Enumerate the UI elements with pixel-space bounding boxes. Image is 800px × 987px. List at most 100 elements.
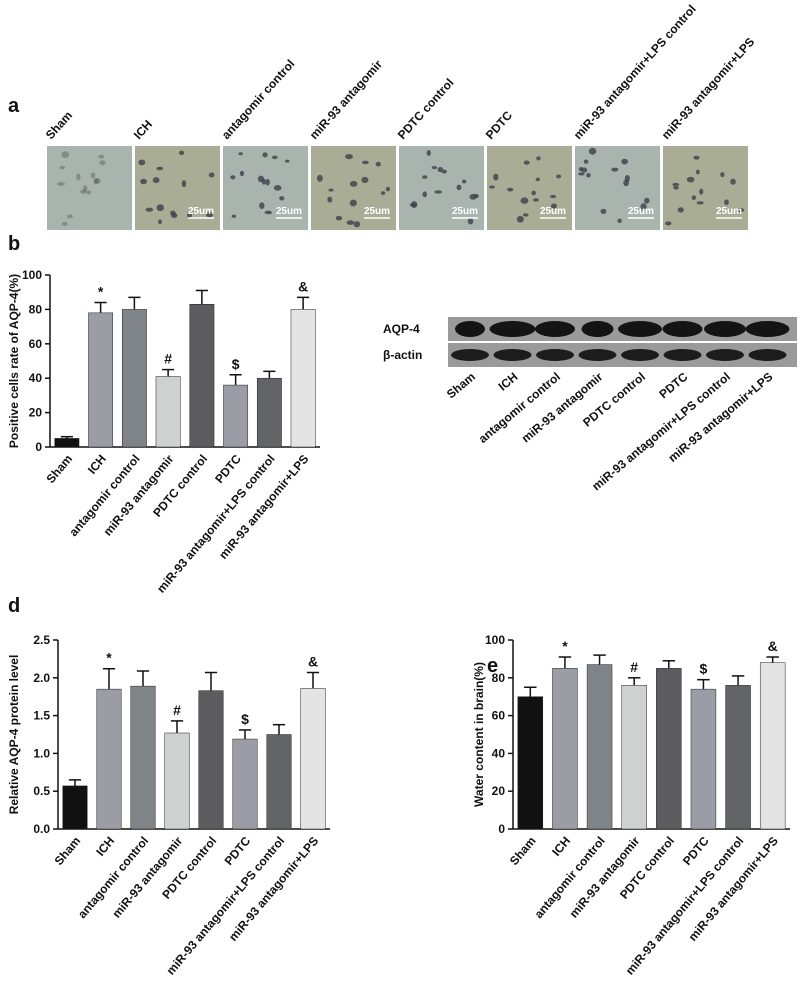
cell: [578, 172, 585, 176]
significance-marker: *: [98, 284, 104, 300]
bar: [290, 309, 316, 448]
cell: [59, 165, 66, 170]
x-tick-label: Sham: [52, 834, 84, 868]
cell: [462, 179, 467, 184]
cell: [550, 194, 557, 199]
bar: [256, 377, 282, 448]
scale-label: 25um: [716, 206, 742, 217]
cell: [259, 202, 265, 210]
blot-label: Sham: [444, 370, 478, 402]
cell: [90, 172, 96, 179]
cell: [434, 190, 443, 194]
bar: [300, 688, 326, 830]
cell: [156, 166, 164, 171]
y-axis-label: Positive cells rate of AQP-4(%): [7, 274, 21, 448]
cell: [208, 172, 215, 178]
cell: [61, 221, 68, 226]
band: [578, 349, 617, 361]
cell: [522, 213, 529, 217]
cell: [672, 182, 680, 187]
micrograph: [47, 146, 132, 230]
bar: [62, 785, 88, 830]
cell: [61, 151, 70, 159]
cell: [375, 161, 381, 167]
band: [455, 321, 485, 337]
cell: [473, 193, 479, 199]
y-tick-label: 20: [29, 406, 43, 420]
cell: [730, 178, 736, 185]
y-tick-label: 0: [498, 822, 505, 836]
bar: [54, 438, 80, 448]
blot-label: PDTC: [656, 369, 690, 401]
cell: [695, 169, 700, 175]
cell: [362, 160, 369, 165]
cell: [93, 178, 99, 185]
scale-label: 25um: [628, 206, 654, 217]
band: [536, 349, 574, 361]
y-tick-label: 0: [35, 440, 42, 454]
cell: [335, 215, 343, 221]
y-tick-label: 40: [492, 746, 506, 760]
cell: [456, 184, 462, 191]
cell: [171, 213, 178, 218]
cell: [187, 212, 192, 219]
cell: [536, 156, 541, 161]
significance-marker: &: [768, 638, 778, 654]
y-tick-label: 60: [492, 709, 506, 723]
cell: [264, 210, 272, 215]
cell: [673, 185, 679, 190]
significance-marker: #: [630, 659, 638, 675]
image-label: Sham: [43, 108, 75, 142]
cell: [520, 197, 529, 204]
cell: [145, 207, 154, 212]
scale-label: 25um: [188, 206, 214, 217]
micrograph: [135, 146, 220, 230]
cell: [621, 158, 629, 165]
cell: [93, 177, 101, 184]
cell: [516, 215, 524, 223]
micrograph: [223, 146, 308, 230]
cell: [588, 147, 597, 155]
bar: [130, 685, 156, 830]
scale-label: 25um: [364, 206, 390, 217]
significance-marker: *: [106, 650, 112, 666]
panel-label: b: [8, 233, 20, 255]
bar: [164, 732, 190, 830]
bar: [121, 309, 147, 448]
cell: [345, 153, 353, 160]
cell: [346, 220, 355, 225]
cell: [152, 177, 160, 184]
cell: [523, 160, 530, 165]
bar: [88, 312, 114, 448]
blot-row-label: β-actin: [383, 348, 422, 362]
band: [451, 349, 489, 361]
cell: [640, 203, 647, 210]
cell: [327, 196, 333, 203]
cell: [691, 195, 697, 201]
bar: [725, 685, 751, 830]
cell: [422, 175, 428, 179]
cell: [611, 167, 619, 172]
image-label: PDTC control: [395, 76, 457, 142]
cell: [262, 152, 268, 158]
cell: [231, 214, 236, 218]
y-tick-label: 0.0: [33, 822, 50, 836]
cell: [361, 176, 369, 184]
image-label: miR-93 antagomir: [307, 57, 385, 142]
cell: [699, 188, 704, 195]
cell: [239, 170, 245, 177]
cell: [720, 172, 725, 178]
image-label: antagomir control: [219, 57, 298, 142]
cell: [98, 154, 105, 159]
bar: [155, 376, 181, 448]
bar: [517, 696, 544, 830]
significance-marker: $: [700, 661, 708, 677]
bar: [223, 384, 249, 448]
cell: [66, 214, 73, 219]
cell: [437, 167, 444, 173]
cell: [644, 197, 650, 204]
bar: [198, 690, 224, 830]
bar: [189, 303, 215, 448]
band: [704, 321, 746, 337]
